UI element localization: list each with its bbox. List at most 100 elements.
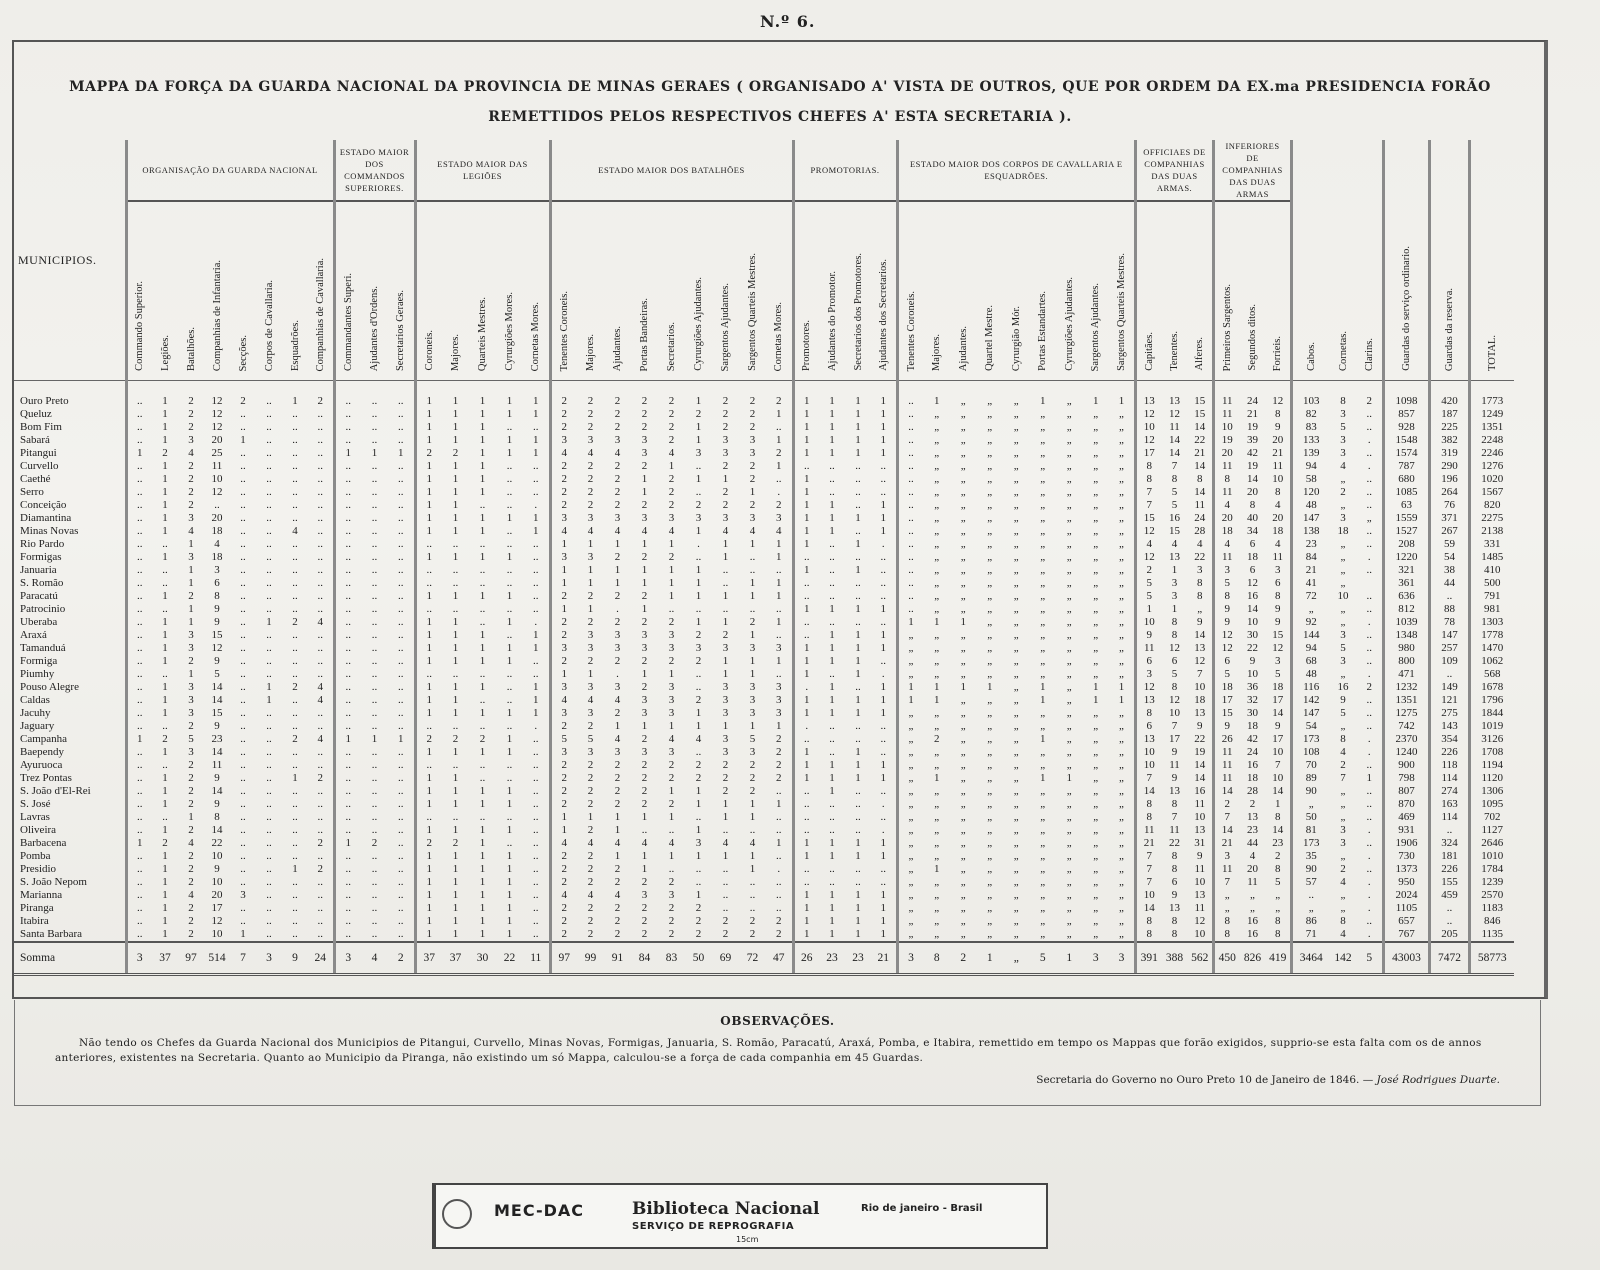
table-cell: „ <box>1109 837 1137 850</box>
table-cell: 1 <box>137 447 143 459</box>
table-cell: .. <box>345 720 352 732</box>
table-cell: 41 <box>1305 577 1317 589</box>
table-cell: 13 <box>1143 694 1155 706</box>
table-row: Paracatú.. 1 2 8.............. 1 1 1 1.. 2 2 2 2 1 1 1… <box>14 590 1514 603</box>
table-cell: 7 <box>1224 811 1231 823</box>
municipio-name: Piumhy <box>14 668 128 681</box>
table-cell: 18 <box>1247 551 1258 563</box>
table-cell: 2 <box>641 785 648 797</box>
table-cell: 1194 <box>1481 759 1504 771</box>
table-cell: 20 <box>211 512 223 524</box>
table-cell: .. <box>1356 707 1385 720</box>
table-cell: .. <box>388 629 417 642</box>
table-cell: 14 <box>211 824 223 836</box>
table-cell: 155 <box>1429 876 1471 889</box>
table-cell: 459 <box>1429 889 1471 902</box>
table-cell: 8 <box>1146 473 1153 485</box>
table-cell: .. <box>855 473 861 485</box>
table-cell: .. <box>137 395 143 407</box>
table-cell: „ <box>934 798 940 810</box>
table-cell: 8 <box>1265 915 1293 928</box>
table-cell: 1 <box>1146 603 1153 615</box>
table-cell: 3 <box>188 694 194 706</box>
table-cell: 290 <box>1429 460 1471 473</box>
table-cell: 1 <box>855 434 861 446</box>
table-cell: 1 <box>1040 395 1046 407</box>
table-cell: 2 <box>587 785 594 797</box>
table-cell: .. <box>266 538 272 550</box>
table-cell: „ <box>987 707 993 719</box>
table-cell: 1 <box>452 642 459 654</box>
table-cell: .. <box>308 889 336 902</box>
table-cell: 1 <box>641 577 648 589</box>
table-cell: 1 <box>426 798 433 810</box>
table-cell: 1 <box>804 668 810 680</box>
table-cell: .. <box>722 603 729 615</box>
table-cell: „ <box>1109 772 1137 785</box>
table-cell: 18 <box>211 551 223 563</box>
table-cell: 2 <box>561 902 568 914</box>
somma-cell: 826 <box>1239 941 1266 976</box>
table-cell: 1 <box>506 733 513 745</box>
table-cell: „ <box>1109 902 1137 915</box>
table-cell: 8 <box>1171 681 1178 693</box>
table-cell: .. <box>162 564 168 576</box>
table-cell: 24 <box>1247 746 1258 758</box>
table-cell: „ <box>960 824 966 836</box>
table-cell: 3 <box>641 434 648 446</box>
table-cell: 1 <box>1109 694 1137 707</box>
table-cell: 2 <box>749 915 756 927</box>
table-cell: 1 <box>162 525 168 537</box>
table-cell: „ <box>1109 733 1137 746</box>
table-cell: „ <box>960 525 966 537</box>
table-cell: 2 <box>561 408 568 420</box>
column-header-label: Guardas da reserva. <box>1444 287 1455 371</box>
table-cell: „ <box>1040 928 1046 940</box>
table-cell: 6 <box>1171 876 1178 888</box>
column-header-label: Tenentes Coroneis. <box>558 290 570 371</box>
table-cell: „ <box>1093 772 1099 784</box>
table-cell: „ <box>960 759 966 771</box>
table-cell: „ <box>960 538 966 550</box>
municipio-name: Diamantina <box>14 512 128 525</box>
group-header: ESTADO MAIOR DOS BATALHÕES <box>550 140 795 202</box>
table-cell: .. <box>266 824 272 836</box>
table-row: Oliveira.. 1 2 14.............. 1 1 1 1.. 1 2 1...… <box>14 824 1514 837</box>
table-cell: .. <box>292 850 298 862</box>
table-cell: .. <box>1356 564 1385 577</box>
table-cell: 1 <box>934 772 940 784</box>
table-cell: .. <box>292 603 298 615</box>
table-cell: „ <box>1066 928 1072 940</box>
table-cell: „ <box>1093 824 1099 836</box>
table-cell: .. <box>308 447 336 460</box>
table-cell: 6 <box>214 577 220 589</box>
table-cell: 2 <box>766 733 795 746</box>
table-cell: „ <box>1109 863 1137 876</box>
table-cell: 1 <box>829 928 835 940</box>
table-row: S. Romão.... 1 6........................ 1 1… <box>14 577 1514 590</box>
table-cell: 1 <box>506 590 513 602</box>
table-cell: .. <box>266 421 272 433</box>
table-cell: .. <box>137 746 143 758</box>
table-cell: 5 <box>1265 668 1293 681</box>
table-cell: 1 <box>523 681 552 694</box>
table-cell: „ <box>1109 707 1137 720</box>
table-cell: 2 <box>641 733 648 745</box>
table-cell: .. <box>162 759 168 771</box>
table-cell: 2 <box>188 720 194 732</box>
table-cell: 3 <box>668 746 675 758</box>
table-cell: „ <box>1066 785 1072 797</box>
table-cell: 1 <box>426 408 433 420</box>
table-cell: „ <box>1040 746 1046 758</box>
table-cell: 14 <box>1143 902 1155 914</box>
column-header-label: Ajudantes. <box>612 325 623 371</box>
table-cell: 83 <box>1305 421 1317 433</box>
table-cell: 1 <box>162 694 168 706</box>
table-cell: 1 <box>804 850 810 862</box>
table-cell: 20 <box>1265 434 1293 447</box>
table-cell: „ <box>1066 577 1072 589</box>
table-cell: 2 <box>766 746 795 759</box>
table-cell: 3 <box>749 707 756 719</box>
table-cell: 1 <box>479 486 486 498</box>
table-row: Araxá.. 1 3 15.............. 1 1 1.. 1 2 3 3 3 3 2 2 1.… <box>14 629 1514 642</box>
